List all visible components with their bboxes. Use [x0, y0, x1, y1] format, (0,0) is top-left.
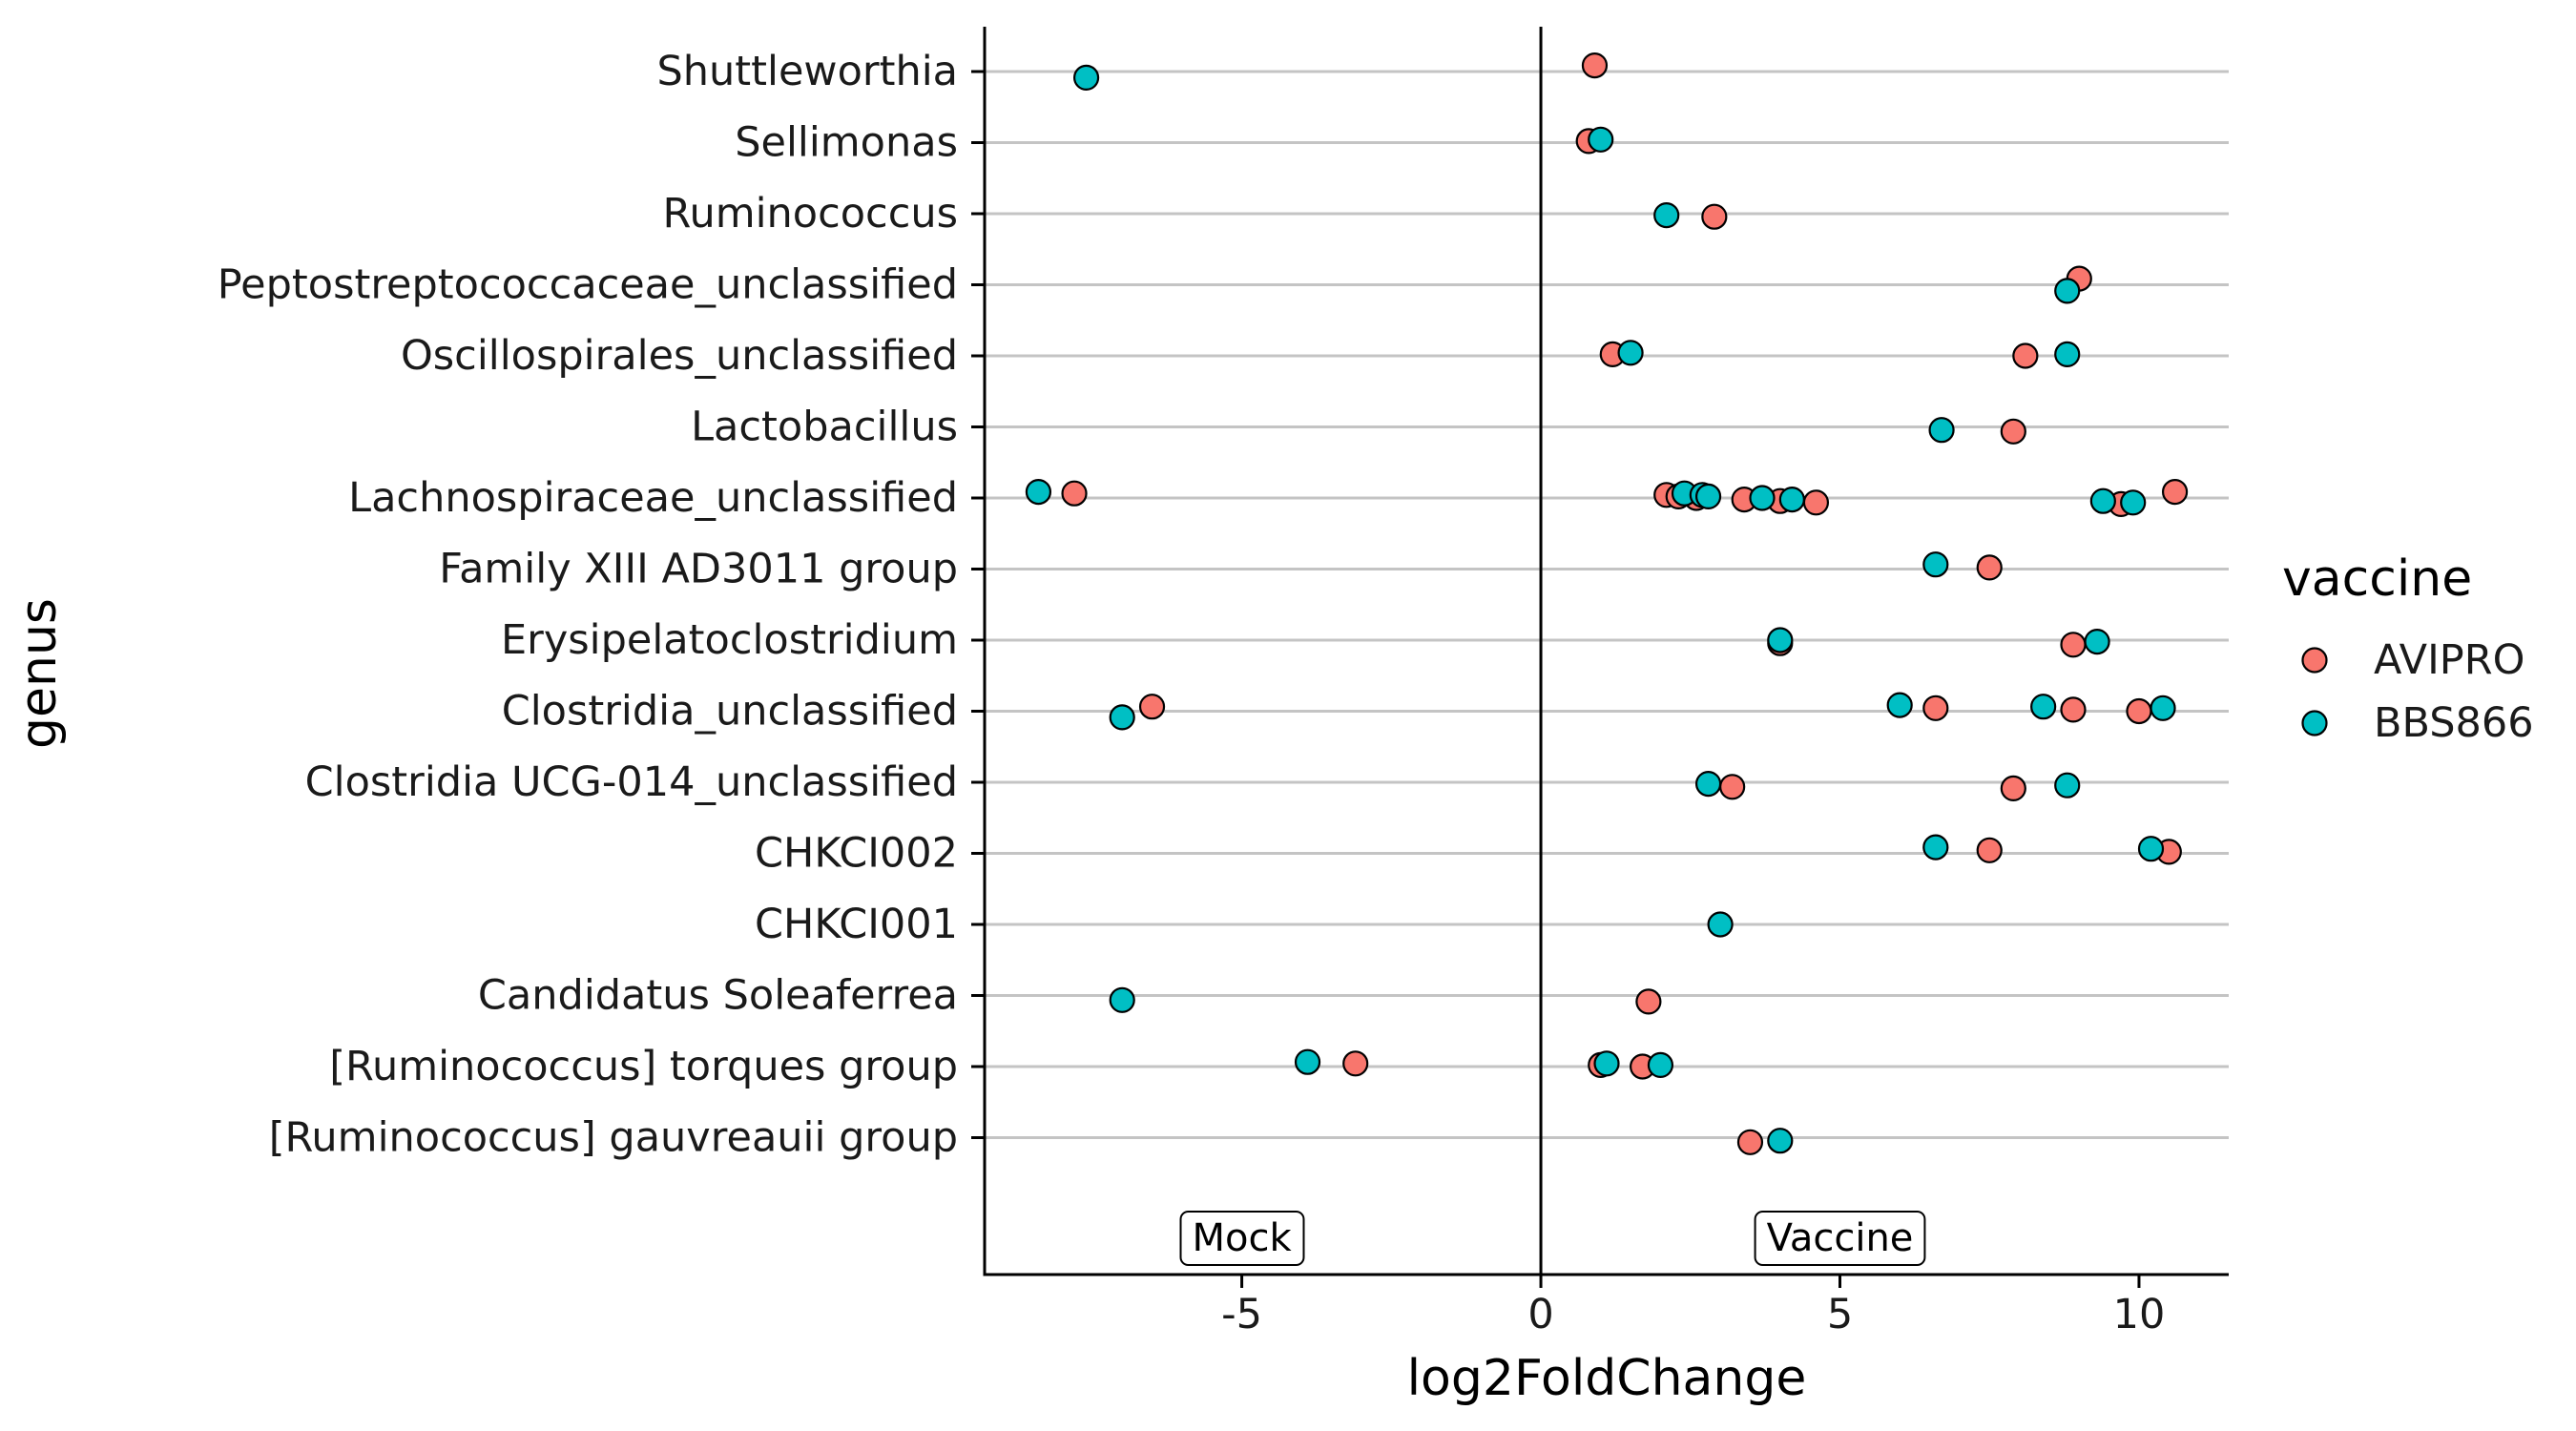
- data-point-bbs866: [1767, 1128, 1794, 1154]
- data-point-bbs866: [1928, 417, 1955, 444]
- y-axis-title: genus: [10, 598, 68, 749]
- data-point-avipro: [2000, 418, 2026, 445]
- data-points: [1025, 52, 2189, 1155]
- y-axis-ticks: Shuttleworthia Sellimonas Ruminococcus Pept…: [218, 48, 985, 1162]
- y-tick-label: Oscillospirales_unclassified: [401, 332, 958, 380]
- x-tick-label: 5: [1827, 1291, 1853, 1338]
- annotation-mock: Mock: [1179, 1211, 1305, 1266]
- data-point-bbs866: [1072, 64, 1100, 92]
- y-tick-label: Candidatus Soleaferrea: [478, 972, 958, 1020]
- data-point-avipro: [1736, 1129, 1764, 1155]
- data-point-bbs866: [1694, 483, 1722, 510]
- data-point-bbs866: [2150, 695, 2176, 721]
- data-point-bbs866: [2054, 341, 2081, 367]
- gridlines: [985, 70, 2229, 1139]
- annotation-vaccine: Vaccine: [1754, 1211, 1926, 1266]
- y-tick-label: [Ruminococcus] gauvreauii group: [269, 1114, 958, 1162]
- data-point-bbs866: [1886, 692, 1913, 718]
- data-point-bbs866: [1707, 911, 1734, 938]
- y-tick-label: Lachnospiraceae_unclassified: [348, 474, 958, 522]
- y-tick-label: Clostridia UCG-014_unclassified: [305, 758, 958, 806]
- data-point-bbs866: [1647, 1051, 1674, 1079]
- data-point-bbs866: [2054, 772, 2081, 798]
- y-tick-label: CHKCI002: [755, 830, 958, 878]
- y-tick-label: Ruminococcus: [663, 190, 958, 238]
- data-point-avipro: [1342, 1050, 1369, 1077]
- data-point-avipro: [1802, 489, 1830, 516]
- data-point-bbs866: [1922, 551, 1949, 578]
- data-point-avipro: [2161, 478, 2189, 506]
- y-tick-label: Lactobacillus: [691, 404, 958, 451]
- data-point-bbs866: [1778, 486, 1805, 513]
- data-point-avipro: [1635, 988, 1662, 1015]
- y-tick-label: Sellimonas: [735, 119, 958, 167]
- y-tick-label: CHKCI001: [755, 901, 958, 948]
- data-point-avipro: [1976, 554, 2003, 581]
- data-point-bbs866: [1025, 478, 1052, 506]
- data-point-avipro: [1061, 480, 1088, 507]
- legend-label-bbs866: BBS866: [2374, 699, 2534, 747]
- y-tick-label: [Ruminococcus] torques group: [329, 1043, 958, 1090]
- data-point-bbs866: [1109, 704, 1135, 731]
- data-point-avipro: [1922, 695, 1949, 721]
- data-point-bbs866: [1294, 1048, 1321, 1075]
- data-point-avipro: [1138, 694, 1166, 720]
- data-point-bbs866: [1617, 340, 1644, 366]
- legend-title: vaccine: [2282, 550, 2472, 608]
- annotation-label: Vaccine: [1767, 1216, 1914, 1260]
- y-tick-label: Clostridia_unclassified: [502, 688, 958, 736]
- data-point-bbs866: [2137, 836, 2165, 862]
- legend-label-avipro: AVIPRO: [2374, 636, 2524, 684]
- data-point-avipro: [2060, 696, 2087, 723]
- data-point-avipro: [2012, 342, 2039, 369]
- data-point-bbs866: [2120, 489, 2147, 516]
- x-tick-label: 0: [1527, 1291, 1553, 1338]
- annotation-box: [1754, 1211, 1926, 1266]
- data-point-bbs866: [1593, 1050, 1620, 1077]
- data-point-bbs866: [1922, 834, 1949, 861]
- data-point-bbs866: [1588, 126, 1614, 153]
- annotation-box: [1179, 1211, 1305, 1266]
- y-tick-label: Erysipelatoclostridium: [501, 616, 958, 664]
- region-annotations: Mock Vaccine: [1179, 1211, 1926, 1266]
- data-point-bbs866: [1694, 770, 1722, 798]
- data-point-avipro: [1719, 774, 1746, 800]
- data-point-avipro: [1976, 837, 2003, 863]
- data-point-bbs866: [1109, 986, 1135, 1013]
- data-point-avipro: [2126, 697, 2152, 725]
- x-tick-label: -5: [1221, 1291, 1262, 1338]
- data-point-bbs866: [1749, 485, 1776, 511]
- annotation-label: Mock: [1193, 1216, 1293, 1260]
- legend-key-avipro: [2301, 647, 2328, 674]
- data-point-bbs866: [1767, 627, 1794, 653]
- data-point-avipro: [2060, 632, 2087, 658]
- y-tick-label: Peptostreptococcaceae_unclassified: [218, 261, 958, 309]
- data-point-avipro: [1701, 203, 1728, 230]
- data-point-avipro: [1581, 52, 1609, 79]
- y-tick-label: Family XIII AD3011 group: [439, 546, 958, 593]
- legend-key-bbs866: [2301, 710, 2328, 736]
- data-point-avipro: [2000, 775, 2026, 802]
- x-tick-label: 10: [2113, 1291, 2166, 1338]
- data-point-bbs866: [2089, 487, 2116, 514]
- x-axis-title: log2FoldChange: [1407, 1350, 1807, 1407]
- axes: Shuttleworthia Sellimonas Ruminococcus Pept…: [218, 27, 2229, 1338]
- legend: vaccine AVIPRO BBS866: [2282, 550, 2534, 747]
- data-point-bbs866: [1653, 202, 1680, 229]
- x-axis-ticks: -5 0 5 10: [1221, 1275, 2165, 1338]
- data-point-bbs866: [2084, 628, 2110, 655]
- data-point-bbs866: [2054, 278, 2081, 304]
- data-point-bbs866: [2030, 694, 2057, 720]
- y-tick-label: Shuttleworthia: [657, 48, 959, 95]
